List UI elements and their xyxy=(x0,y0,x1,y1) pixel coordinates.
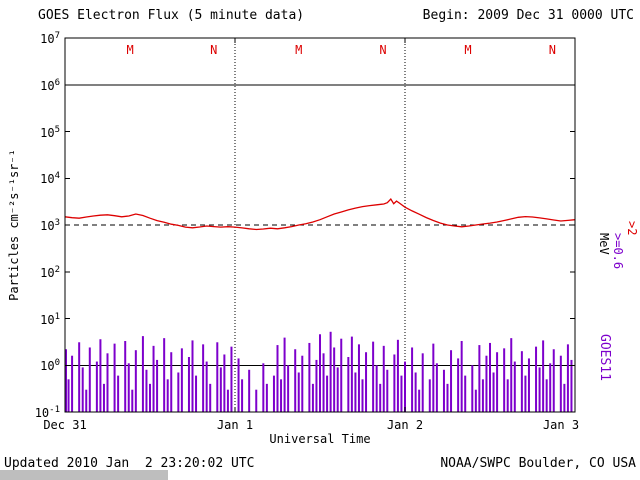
y-tick-label-1e-1: 10-1 xyxy=(34,405,60,420)
right-axis-labels: >2 >=0.6 MeV xyxy=(583,192,640,269)
x-tick-label-jan3: Jan 3 xyxy=(542,418,580,432)
x-tick-label-jan1: Jan 1 xyxy=(216,418,254,432)
x-tick-label-dec31: Dec 31 xyxy=(43,418,87,432)
local-midnight-marker: M xyxy=(295,43,302,57)
y-tick-label-1e6: 106 xyxy=(40,78,60,93)
y-tick-label-1e5: 105 xyxy=(40,125,60,140)
x-tick-label-jan2: Jan 2 xyxy=(386,418,424,432)
local-noon-marker: N xyxy=(210,43,217,57)
local-noon-marker: N xyxy=(549,43,556,57)
y-tick-label-1e3: 103 xyxy=(40,218,60,233)
y-tick-label-1e4: 104 xyxy=(40,171,60,186)
plot-frame xyxy=(64,37,576,413)
updated-timestamp: Updated 2010 Jan 2 23:20:02 UTC xyxy=(4,456,255,471)
bottom-grey-strip xyxy=(0,470,168,480)
credit-text: NOAA/SWPC Boulder, CO USA xyxy=(440,456,636,471)
y-tick-label-1e1: 101 xyxy=(40,312,60,327)
day-boundary-lines xyxy=(234,38,406,412)
x-axis-title: Universal Time xyxy=(269,432,371,446)
y-axis-title: Particles cm⁻²s⁻¹sr⁻¹ xyxy=(7,149,21,301)
threshold-label-ge06: >=0.6 xyxy=(611,232,625,270)
y-tick-label-1e7: 107 xyxy=(40,31,60,46)
y-tick-label-1e0: 100 xyxy=(40,358,60,373)
local-noon-marker: N xyxy=(379,43,386,57)
y-tick-label-1e2: 102 xyxy=(40,265,60,280)
satellite-label: GOES11 xyxy=(597,334,612,381)
local-midnight-marker: M xyxy=(464,43,471,57)
red-flux-trace xyxy=(64,197,576,231)
threshold-label-gt2: >2 xyxy=(625,220,639,236)
plot-title: GOES Electron Flux (5 minute data) xyxy=(38,8,305,23)
purple-flux-bars xyxy=(65,331,573,412)
units-label: MeV xyxy=(597,232,611,255)
reference-lines xyxy=(65,84,575,366)
local-midnight-marker: M xyxy=(127,43,134,57)
begin-timestamp: Begin: 2009 Dec 31 0000 UTC xyxy=(422,8,634,23)
